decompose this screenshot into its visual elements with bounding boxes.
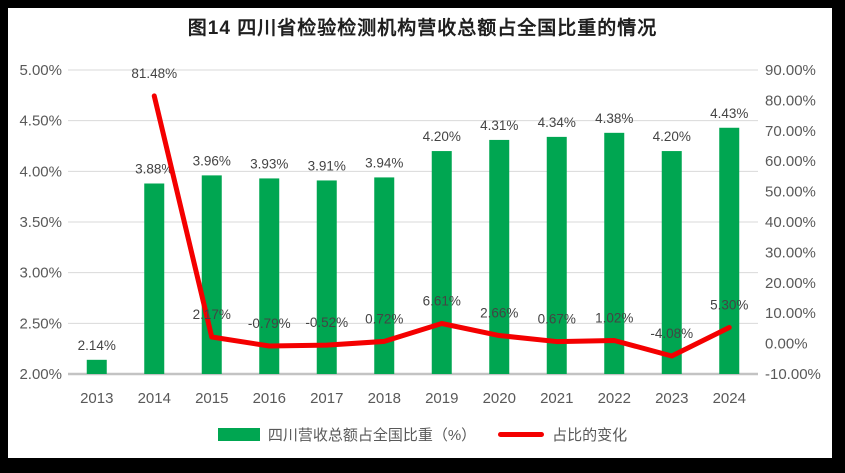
x-axis-label: 2020	[483, 390, 516, 407]
line-value-label: 81.48%	[131, 66, 177, 81]
right-axis-tick-label: 20.00%	[765, 275, 816, 292]
bar-series-swatch-icon	[217, 428, 260, 441]
bar-value-label: 3.91%	[308, 158, 346, 173]
right-axis-tick-label: 70.00%	[765, 123, 816, 140]
bar-value-label: 3.96%	[193, 153, 231, 168]
bar-value-label: 4.38%	[595, 111, 633, 126]
bar-value-label: 4.20%	[653, 129, 691, 144]
line-value-label: 2.17%	[193, 307, 231, 322]
legend-bar-label: 四川营收总额占全国比重（%）	[267, 427, 477, 444]
line-value-label: 0.67%	[538, 312, 576, 327]
left-axis-tick-label: 2.50%	[19, 315, 62, 332]
line-series-swatch-icon	[498, 432, 545, 437]
bar	[661, 151, 682, 374]
line-value-label: -0.79%	[248, 316, 291, 331]
bar-value-label: 4.34%	[538, 115, 576, 130]
x-axis-label: 2022	[598, 390, 631, 407]
left-axis-tick-label: 3.50%	[19, 214, 62, 231]
left-axis-tick-label: 5.00%	[19, 62, 62, 79]
left-axis-tick-label: 4.50%	[19, 113, 62, 130]
chart-title: 图14 四川省检验检测机构营收总额占全国比重的情况	[187, 18, 658, 39]
bar	[86, 359, 107, 374]
line-value-label: 0.72%	[365, 311, 403, 326]
bar	[604, 132, 625, 374]
right-axis-tick-label: 50.00%	[765, 184, 816, 201]
bar	[546, 136, 567, 374]
bar	[316, 180, 337, 374]
bar	[719, 127, 740, 374]
x-axis-label: 2015	[195, 390, 228, 407]
legend-line-label: 占比的变化	[552, 427, 628, 444]
x-axis-label: 2018	[368, 390, 401, 407]
x-axis-label: 2013	[80, 390, 113, 407]
x-axis-label: 2017	[310, 390, 343, 407]
right-axis-tick-label: 60.00%	[765, 153, 816, 170]
right-axis-tick-label: 80.00%	[765, 92, 816, 109]
line-value-label: -4.08%	[650, 326, 693, 341]
left-axis-tick-label: 3.00%	[19, 265, 62, 282]
trend-line	[151, 93, 732, 359]
left-axis-tick-label: 2.00%	[19, 366, 62, 383]
bar	[489, 139, 510, 374]
bar-value-label: 4.20%	[423, 129, 461, 144]
left-axis-tick-label: 4.00%	[19, 163, 62, 180]
bar-value-label: 3.94%	[365, 155, 403, 170]
x-axis-label: 2021	[540, 390, 573, 407]
legend-item-bar-series: 四川营收总额占全国比重（%）	[217, 424, 477, 445]
x-axis-label: 2023	[655, 390, 688, 407]
right-axis-tick-label: 0.00%	[765, 336, 808, 353]
line-value-label: -0.52%	[305, 315, 348, 330]
right-axis-tick-label: 40.00%	[765, 214, 816, 231]
bar	[374, 177, 395, 374]
bar-value-label: 3.88%	[135, 161, 173, 176]
right-axis-tick-label: 10.00%	[765, 305, 816, 322]
bar	[144, 183, 165, 374]
bar	[431, 151, 452, 374]
bar-value-label: 2.14%	[78, 338, 116, 353]
legend-item-line-series: 占比的变化	[498, 424, 627, 445]
bar	[259, 178, 280, 374]
x-axis-label: 2016	[253, 390, 286, 407]
bar-value-label: 4.43%	[710, 106, 748, 121]
right-axis-tick-label: -10.00%	[765, 366, 821, 383]
bar-value-label: 3.93%	[250, 156, 288, 171]
bar-value-label: 4.31%	[480, 118, 518, 133]
x-axis-label: 2014	[138, 390, 171, 407]
chart-legend: 四川营收总额占全国比重（%） 占比的变化	[0, 424, 845, 445]
line-value-label: 2.66%	[480, 306, 518, 321]
right-axis-tick-label: 30.00%	[765, 244, 816, 261]
line-value-label: 5.30%	[710, 297, 748, 312]
x-axis-label: 2024	[713, 390, 746, 407]
bar	[201, 175, 222, 374]
line-value-label: 1.02%	[595, 310, 633, 325]
line-value-label: 6.61%	[423, 294, 461, 309]
x-axis-label: 2019	[425, 390, 458, 407]
right-axis-tick-label: 90.00%	[765, 62, 816, 79]
